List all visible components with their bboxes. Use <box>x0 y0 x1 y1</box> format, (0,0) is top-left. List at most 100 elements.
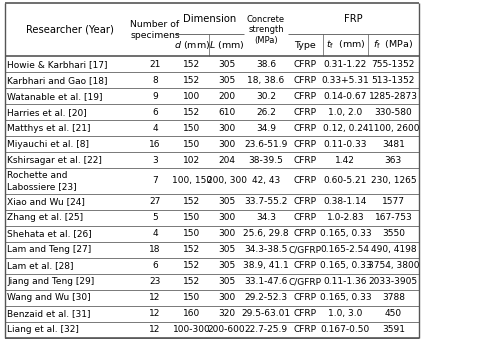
Text: 3: 3 <box>152 156 158 165</box>
Text: Shehata et al. [26]: Shehata et al. [26] <box>7 229 92 238</box>
Text: CFRP: CFRP <box>294 293 317 302</box>
Text: CFRP: CFRP <box>294 60 317 69</box>
Text: Liang et al. [32]: Liang et al. [32] <box>7 325 79 334</box>
Text: 513-1352: 513-1352 <box>372 76 415 85</box>
Text: 363: 363 <box>385 156 402 165</box>
Text: 152: 152 <box>183 277 201 286</box>
Text: $L$ (mm): $L$ (mm) <box>209 39 244 51</box>
Text: 450: 450 <box>385 309 402 318</box>
Text: Researcher (Year): Researcher (Year) <box>26 25 114 35</box>
Text: 38.6: 38.6 <box>256 60 276 69</box>
Text: 200: 200 <box>218 92 235 101</box>
Text: 230, 1265: 230, 1265 <box>371 176 416 186</box>
Text: 0.165-2.54: 0.165-2.54 <box>321 245 370 254</box>
Text: 152: 152 <box>183 245 201 254</box>
Text: Jiang and Teng [29]: Jiang and Teng [29] <box>7 277 95 286</box>
Text: 4: 4 <box>152 124 158 133</box>
Text: CFRP: CFRP <box>294 176 317 186</box>
Text: Lam and Teng [27]: Lam and Teng [27] <box>7 245 92 254</box>
Text: 0.31-1.22: 0.31-1.22 <box>324 60 367 69</box>
Text: 0.33+5.31: 0.33+5.31 <box>322 76 369 85</box>
Text: Benzaid et al. [31]: Benzaid et al. [31] <box>7 309 91 318</box>
Text: Zhang et al. [25]: Zhang et al. [25] <box>7 213 84 222</box>
Text: 1577: 1577 <box>382 197 405 206</box>
Text: 4: 4 <box>152 229 158 238</box>
Text: 18: 18 <box>149 245 161 254</box>
Text: CFRP: CFRP <box>294 309 317 318</box>
Text: 23: 23 <box>149 277 161 286</box>
Text: 300: 300 <box>218 213 235 222</box>
Text: 22.7-25.9: 22.7-25.9 <box>244 325 288 334</box>
Text: 305: 305 <box>218 76 235 85</box>
Text: 150: 150 <box>183 140 201 149</box>
Text: CFRP: CFRP <box>294 92 317 101</box>
Text: 305: 305 <box>218 277 235 286</box>
Text: CFRP: CFRP <box>294 140 317 149</box>
Text: 23.6-51.9: 23.6-51.9 <box>244 140 288 149</box>
Text: 150: 150 <box>183 213 201 222</box>
Text: 29.2-52.3: 29.2-52.3 <box>244 293 288 302</box>
Text: 3788: 3788 <box>382 293 405 302</box>
Text: 300: 300 <box>218 140 235 149</box>
Text: 305: 305 <box>218 197 235 206</box>
Text: 102: 102 <box>183 156 201 165</box>
Text: 38.9, 41.1: 38.9, 41.1 <box>243 261 289 270</box>
Text: 34.3: 34.3 <box>256 213 276 222</box>
Text: 3754, 3800: 3754, 3800 <box>368 261 419 270</box>
Text: 0.165, 0.33: 0.165, 0.33 <box>320 229 371 238</box>
Text: 1.0, 3.0: 1.0, 3.0 <box>328 309 362 318</box>
Text: 320: 320 <box>218 309 235 318</box>
Text: 34.9: 34.9 <box>256 124 276 133</box>
Text: 150: 150 <box>183 229 201 238</box>
Text: CFRP: CFRP <box>294 213 317 222</box>
Text: 0.60-5.21: 0.60-5.21 <box>324 176 367 186</box>
Text: 5: 5 <box>152 213 158 222</box>
Text: 200-600: 200-600 <box>208 325 245 334</box>
Text: 0.12, 0.24: 0.12, 0.24 <box>323 124 368 133</box>
Text: CFRP: CFRP <box>294 325 317 334</box>
Text: Number of
specimens: Number of specimens <box>130 20 180 40</box>
Text: Karbhari and Gao [18]: Karbhari and Gao [18] <box>7 76 108 85</box>
Text: 2033-3905: 2033-3905 <box>369 277 418 286</box>
Text: 12: 12 <box>149 293 161 302</box>
Text: 1.0-2.83: 1.0-2.83 <box>326 213 364 222</box>
Text: C/GFRP: C/GFRP <box>289 277 322 286</box>
Text: Kshirsagar et al. [22]: Kshirsagar et al. [22] <box>7 156 102 165</box>
Text: 16: 16 <box>149 140 161 149</box>
Text: Howie & Karbhari [17]: Howie & Karbhari [17] <box>7 60 108 69</box>
Text: 3550: 3550 <box>382 229 405 238</box>
Text: 26.2: 26.2 <box>256 108 276 117</box>
Text: 0.165, 0.33: 0.165, 0.33 <box>320 261 371 270</box>
Text: 152: 152 <box>183 197 201 206</box>
Text: 0.165, 0.33: 0.165, 0.33 <box>320 293 371 302</box>
Text: 7: 7 <box>152 176 158 186</box>
Text: Type: Type <box>294 41 316 50</box>
Text: 33.1-47.6: 33.1-47.6 <box>244 277 288 286</box>
Text: 100-300: 100-300 <box>173 325 211 334</box>
Text: 1285-2873: 1285-2873 <box>369 92 418 101</box>
Text: Rochette and
Labossiere [23]: Rochette and Labossiere [23] <box>7 171 77 191</box>
Text: 1.0, 2.0: 1.0, 2.0 <box>328 108 362 117</box>
Text: 152: 152 <box>183 261 201 270</box>
Text: 100: 100 <box>183 92 201 101</box>
Text: CFRP: CFRP <box>294 76 317 85</box>
Text: 1100, 2600: 1100, 2600 <box>368 124 419 133</box>
Text: FRP: FRP <box>344 14 362 24</box>
Text: 160: 160 <box>183 309 201 318</box>
Text: 0.14-0.67: 0.14-0.67 <box>324 92 367 101</box>
Text: 204: 204 <box>218 156 235 165</box>
Text: C/GFRP: C/GFRP <box>289 245 322 254</box>
Text: 0.167-0.50: 0.167-0.50 <box>321 325 370 334</box>
Text: 0.38-1.14: 0.38-1.14 <box>324 197 367 206</box>
Text: 610: 610 <box>218 108 235 117</box>
Text: 330-580: 330-580 <box>374 108 412 117</box>
Text: Xiao and Wu [24]: Xiao and Wu [24] <box>7 197 85 206</box>
Text: 42, 43: 42, 43 <box>252 176 280 186</box>
Text: CFRP: CFRP <box>294 261 317 270</box>
Text: 300: 300 <box>218 124 235 133</box>
Text: 1.42: 1.42 <box>336 156 355 165</box>
Text: 300: 300 <box>218 293 235 302</box>
Text: 0.11-1.36: 0.11-1.36 <box>324 277 367 286</box>
Text: CFRP: CFRP <box>294 229 317 238</box>
Text: 30.2: 30.2 <box>256 92 276 101</box>
